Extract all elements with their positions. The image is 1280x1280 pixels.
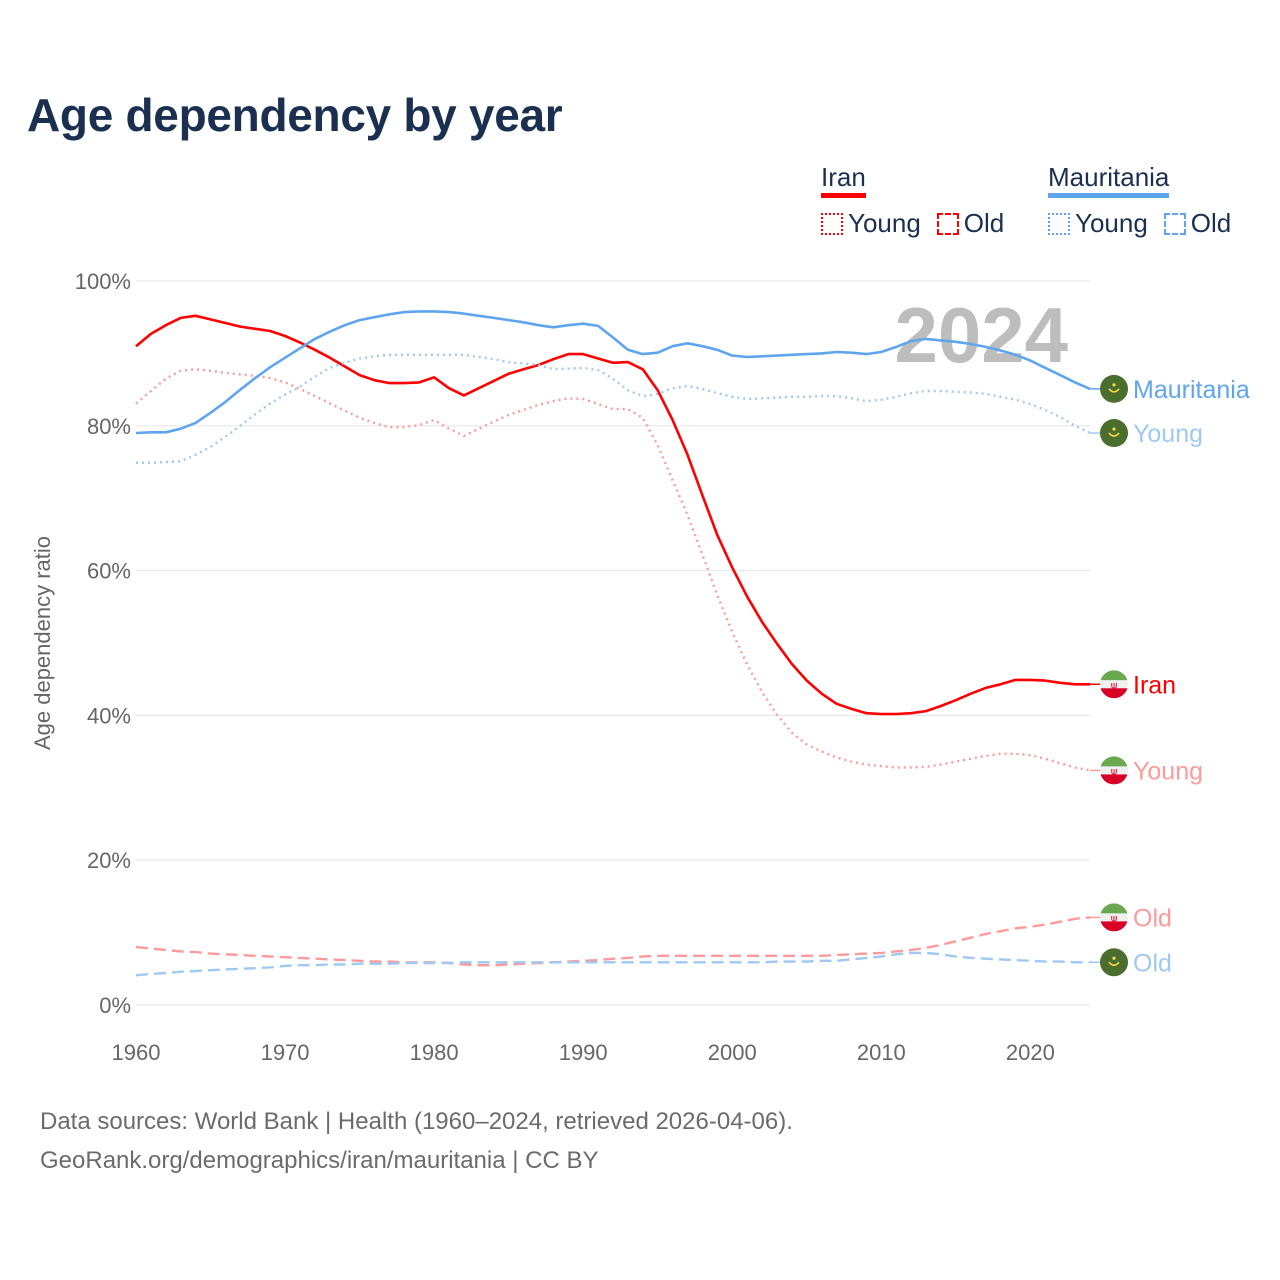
end-label-iran-young: Young [1133,757,1203,785]
x-tick-label: 2010 [857,1040,906,1065]
y-tick-label: 40% [87,703,131,728]
iran-flag-icon: ψ [1100,903,1128,932]
iran-flag-icon: ψ [1100,670,1128,699]
x-tick-label: 1960 [112,1040,161,1065]
x-tick-label: 1970 [261,1040,310,1065]
legend-item-label: Old [963,208,1005,238]
end-label-mauritania-young: Young [1133,420,1203,448]
legend-mauritania-young[interactable]: Young [1048,208,1148,239]
series-line-mauritania-young [136,353,1091,464]
mauritania-flag-icon [1100,374,1128,403]
legend-item-label: Young [1075,208,1148,238]
legend-iran-old[interactable]: Old [936,208,1005,239]
end-label-mauritania: Mauritania [1133,376,1250,404]
x-tick-label: 1980 [410,1040,459,1065]
series-line-iran-old [135,916,1091,967]
legend-item-label: Old [1190,208,1232,238]
x-tick-label: 2020 [1006,1040,1055,1065]
legend-mauritania-old[interactable]: Old [1163,208,1232,239]
footer-link[interactable]: GeoRank.org/demographics/iran/mauritania… [40,1147,599,1174]
series-line-iran [135,314,1090,716]
end-label-iran: Iran [1133,671,1176,699]
svg-text:ψ: ψ [1111,913,1118,924]
end-label-mauritania-old: Old [1133,949,1172,977]
svg-text:ψ: ψ [1111,766,1118,777]
dotted-swatch-icon [821,212,843,235]
iran-flag-icon: ψ [1100,756,1128,785]
legend-iran-label: Iran [821,162,866,198]
legend-mauritania: Mauritania Young Old [1048,162,1247,239]
footer-sources: Data sources: World Bank | Health (1960–… [40,1108,793,1135]
dotted-swatch-icon [1048,212,1070,235]
end-label-iran-old: Old [1133,904,1172,932]
mauritania-flag-icon [1100,419,1128,448]
y-tick-label: 100% [75,269,131,294]
x-tick-label: 1990 [559,1040,608,1065]
legend-item-label: Young [848,208,921,238]
y-tick-label: 0% [99,993,131,1018]
dashed-swatch-icon [936,212,959,235]
x-tick-label: 2000 [708,1040,757,1065]
mauritania-flag-icon [1100,948,1128,977]
y-tick-label: 80% [87,414,131,439]
svg-text:ψ: ψ [1111,680,1118,691]
chart-title: Age dependency by year [27,89,563,141]
legend-mauritania-label: Mauritania [1048,162,1170,198]
legend-iran: Iran Young Old [821,162,1020,239]
series-line-iran-young [135,368,1091,772]
y-tick-label: 60% [87,559,131,584]
series-line-mauritania-old [135,951,1090,977]
series-line-mauritania [135,310,1091,435]
y-tick-label: 20% [87,848,131,873]
y-axis-label: Age dependency ratio [30,536,55,750]
legend-iran-young[interactable]: Young [821,208,921,239]
dashed-swatch-icon [1163,212,1186,235]
